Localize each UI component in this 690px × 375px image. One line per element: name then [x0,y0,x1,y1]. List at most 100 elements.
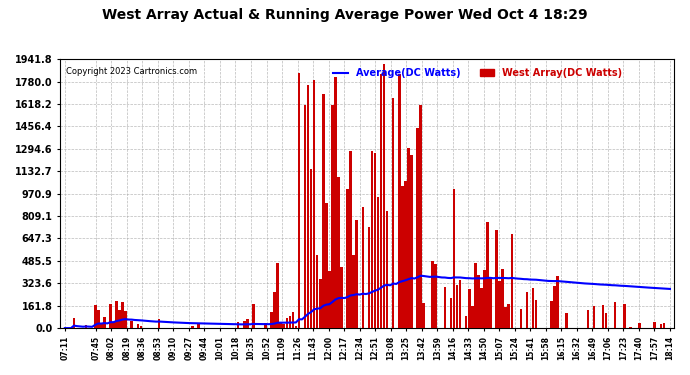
Bar [334,77,337,328]
Bar [535,300,538,328]
Bar [444,287,446,328]
Bar [100,323,103,328]
Bar [486,222,489,328]
Bar [286,318,288,328]
Bar [456,285,458,328]
Bar [353,255,355,328]
Bar [477,275,480,328]
Bar [295,326,297,328]
Bar [629,327,631,328]
Bar [297,73,300,328]
Bar [310,170,313,328]
Bar [304,105,306,328]
Bar [197,324,200,328]
Bar [380,74,382,328]
Bar [565,314,568,328]
Bar [553,286,555,328]
Bar [602,305,604,328]
Bar [371,151,373,328]
Bar [550,301,553,328]
Bar [72,318,75,328]
Bar [422,303,425,328]
Bar [401,186,404,328]
Bar [319,279,322,328]
Bar [313,80,315,328]
Bar [115,301,118,328]
Bar [480,288,483,328]
Bar [252,304,255,328]
Bar [660,324,662,328]
Bar [398,74,401,328]
Bar [307,85,309,328]
Bar [137,324,139,328]
Bar [435,264,437,328]
Bar [362,207,364,328]
Bar [288,316,291,328]
Bar [368,227,370,328]
Bar [471,306,473,328]
Bar [495,230,498,328]
Bar [325,203,328,328]
Text: West Array Actual & Running Average Power Wed Oct 4 18:29: West Array Actual & Running Average Powe… [102,8,588,21]
Bar [292,312,294,328]
Bar [489,277,492,328]
Bar [653,322,656,328]
Bar [270,312,273,328]
Bar [431,261,434,328]
Bar [377,196,380,328]
Bar [316,255,319,328]
Bar [556,276,559,328]
Bar [340,267,343,328]
Bar [465,315,467,328]
Bar [282,324,285,328]
Bar [593,306,595,328]
Bar [124,312,127,328]
Bar [337,177,339,328]
Bar [191,327,194,328]
Bar [511,234,513,328]
Text: Copyright 2023 Cartronics.com: Copyright 2023 Cartronics.com [66,68,197,76]
Bar [264,322,267,328]
Bar [243,321,246,328]
Bar [97,310,99,328]
Bar [130,321,133,328]
Bar [237,322,239,328]
Bar [273,292,276,328]
Bar [507,304,510,328]
Bar [139,326,142,328]
Bar [502,269,504,328]
Bar [498,281,501,328]
Bar [483,270,486,328]
Bar [279,322,282,328]
Bar [103,316,106,328]
Bar [118,310,121,328]
Bar [346,189,349,328]
Bar [614,302,616,328]
Bar [85,325,88,328]
Bar [604,313,607,328]
Bar [246,320,248,328]
Bar [374,153,376,328]
Bar [386,211,388,328]
Bar [459,280,462,328]
Bar [638,323,641,328]
Bar [504,308,507,328]
Bar [623,304,626,328]
Bar [526,292,529,328]
Bar [355,220,358,328]
Bar [109,304,112,328]
Bar [468,289,471,328]
Bar [112,322,115,328]
Bar [410,155,413,328]
Bar [520,309,522,328]
Bar [450,298,452,328]
Bar [277,262,279,328]
Bar [474,263,477,328]
Bar [158,320,160,328]
Legend: Average(DC Watts), West Array(DC Watts): Average(DC Watts), West Array(DC Watts) [330,64,627,82]
Bar [404,181,406,328]
Bar [453,189,455,328]
Bar [532,288,534,328]
Bar [420,105,422,328]
Bar [662,323,665,328]
